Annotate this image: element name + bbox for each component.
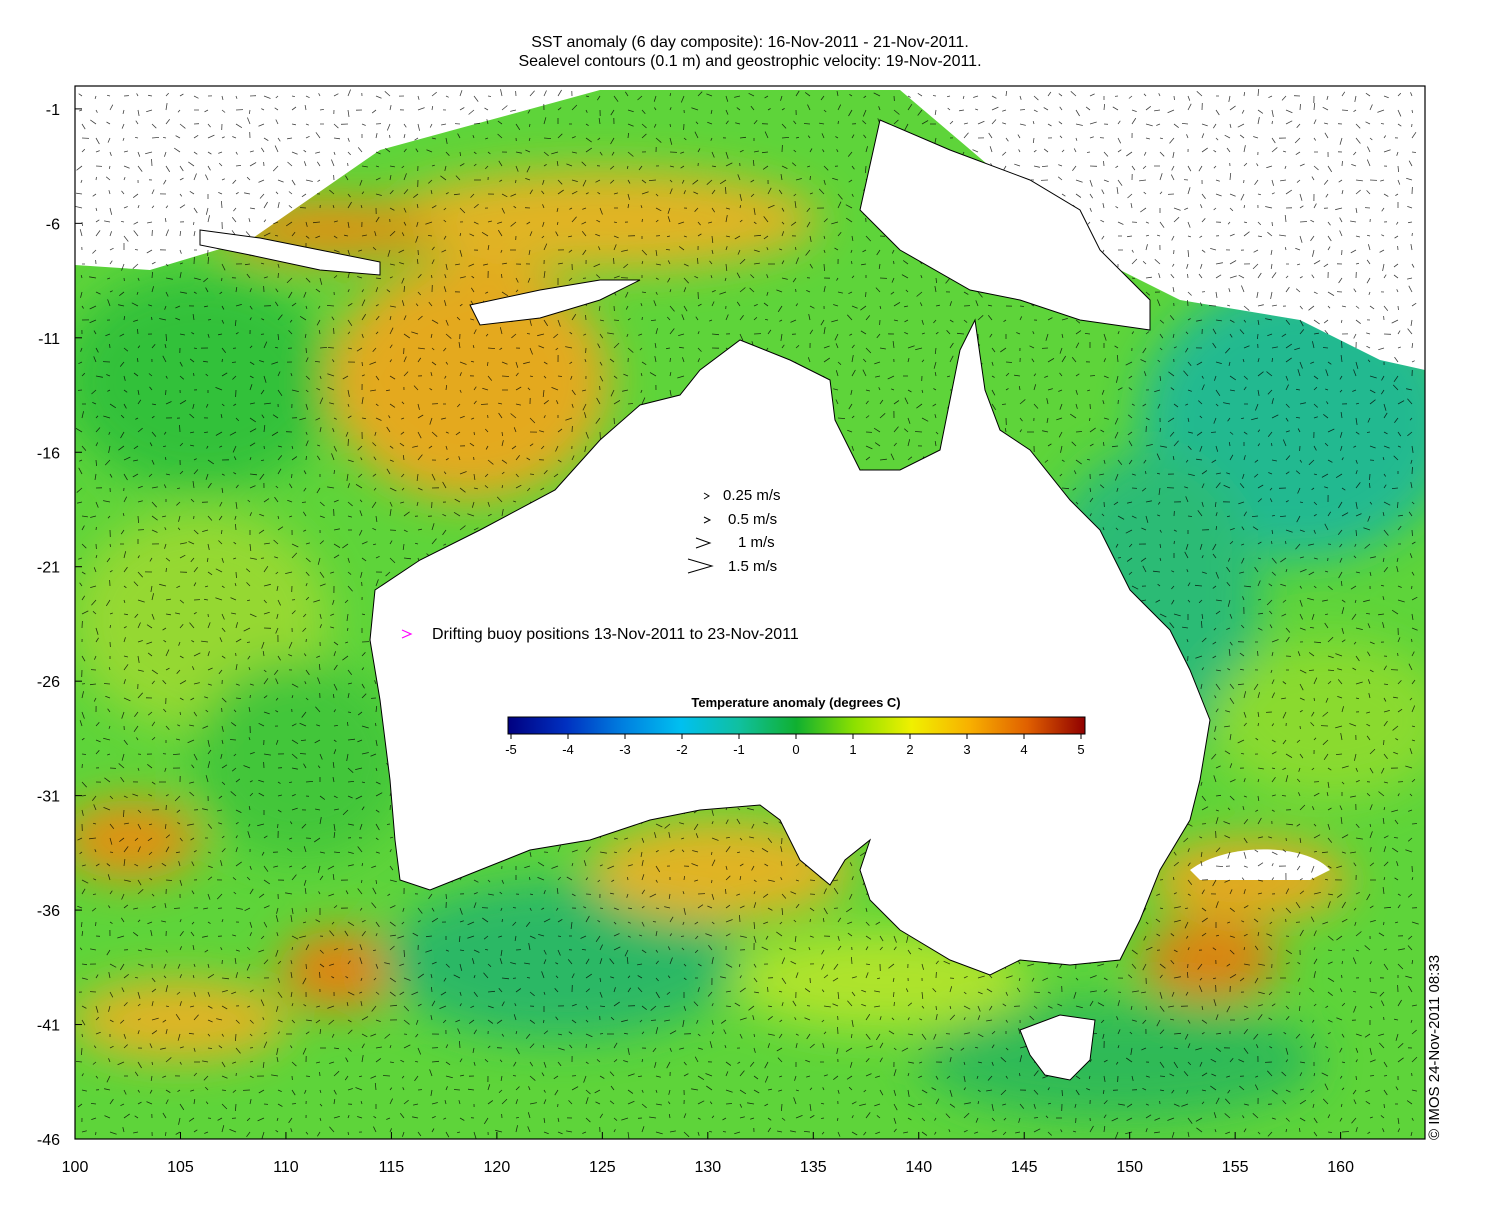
x-tick-label: 140 bbox=[905, 1159, 932, 1176]
x-tick-label: 145 bbox=[1011, 1159, 1038, 1176]
colorbar-tick-label: -3 bbox=[619, 742, 631, 757]
colorbar-tick-label: 1 bbox=[849, 742, 856, 757]
copyright-credit: © IMOS 24-Nov-2011 08:33 bbox=[1426, 954, 1443, 1140]
x-axis: 100 105 110 115 120 125 130 135 140 145 150 155 160 bbox=[62, 1132, 1354, 1176]
buoy-legend: Drifting buoy positions 13-Nov-2011 to 2… bbox=[401, 626, 799, 643]
x-tick-label: 120 bbox=[484, 1159, 511, 1176]
x-tick-label: 110 bbox=[273, 1159, 299, 1176]
velocity-legend-2: 1 m/s bbox=[738, 534, 775, 551]
x-tick-label: 100 bbox=[62, 1159, 89, 1176]
velocity-legend: 0.25 m/s 0.5 m/s 1 m/s 1.5 m/s bbox=[687, 487, 781, 575]
velocity-arrow-icon bbox=[703, 516, 712, 524]
x-tick-label: 150 bbox=[1116, 1159, 1143, 1176]
colorbar-tick-label: 4 bbox=[1020, 742, 1027, 757]
colorbar-tick-label: -2 bbox=[676, 742, 688, 757]
timor-island bbox=[469, 279, 641, 326]
velocity-arrow-icon bbox=[695, 537, 712, 549]
map-title: SST anomaly (6 day composite): 16-Nov-20… bbox=[531, 34, 969, 51]
y-tick-label: -1 bbox=[46, 102, 60, 119]
colorbar-tick-label: -4 bbox=[562, 742, 574, 757]
map-subtitle: Sealevel contours (0.1 m) and geostrophi… bbox=[518, 53, 982, 70]
velocity-arrow-icon bbox=[687, 558, 714, 574]
y-tick-label: -16 bbox=[37, 445, 60, 462]
x-tick-label: 115 bbox=[379, 1159, 405, 1176]
plot-frame bbox=[74, 85, 1426, 1140]
x-tick-label: 160 bbox=[1327, 1159, 1354, 1176]
buoy-marker-icon bbox=[401, 629, 413, 639]
tasmania-landmass bbox=[1019, 1014, 1096, 1081]
colorbar-tick-label: 2 bbox=[906, 742, 913, 757]
colorbar: Temperature anomaly (degrees C) -5 -4 -3 -2… bbox=[505, 695, 1086, 757]
colorbar-title: Temperature anomaly (degrees C) bbox=[691, 695, 900, 710]
buoy-legend-label: Drifting buoy positions 13-Nov-2011 to 2… bbox=[432, 626, 799, 643]
velocity-legend-0: 0.25 m/s bbox=[723, 487, 781, 504]
colorbar-tick-label: 0 bbox=[792, 742, 799, 757]
colorbar-tick-label: -5 bbox=[505, 742, 517, 757]
x-tick-label: 130 bbox=[694, 1159, 721, 1176]
y-tick-label: -26 bbox=[37, 674, 60, 691]
velocity-legend-3: 1.5 m/s bbox=[728, 558, 777, 575]
australia-landmass bbox=[369, 318, 1211, 976]
velocity-arrow-icon bbox=[703, 492, 710, 500]
colorbar-tick-label: -1 bbox=[733, 742, 745, 757]
x-tick-label: 135 bbox=[800, 1159, 827, 1176]
y-tick-label: -46 bbox=[37, 1132, 60, 1149]
y-axis: -1 -6 -11 -16 -21 -26 -31 -36 -41 -46 bbox=[37, 102, 82, 1149]
colorbar-tick-label: 3 bbox=[963, 742, 970, 757]
x-tick-label: 125 bbox=[589, 1159, 616, 1176]
y-tick-label: -31 bbox=[37, 789, 60, 806]
y-tick-label: -11 bbox=[38, 331, 60, 348]
x-tick-label: 155 bbox=[1222, 1159, 1249, 1176]
y-tick-label: -36 bbox=[37, 903, 60, 920]
velocity-legend-1: 0.5 m/s bbox=[728, 511, 777, 528]
java-island bbox=[199, 229, 381, 276]
y-tick-label: -21 bbox=[37, 560, 60, 577]
x-tick-label: 105 bbox=[167, 1159, 194, 1176]
new-guinea-landmass bbox=[859, 119, 1151, 331]
colorbar-tick-label: 5 bbox=[1077, 742, 1084, 757]
colorbar-gradient bbox=[507, 716, 1086, 735]
y-tick-label: -6 bbox=[46, 216, 60, 233]
y-tick-label: -41 bbox=[37, 1018, 60, 1035]
